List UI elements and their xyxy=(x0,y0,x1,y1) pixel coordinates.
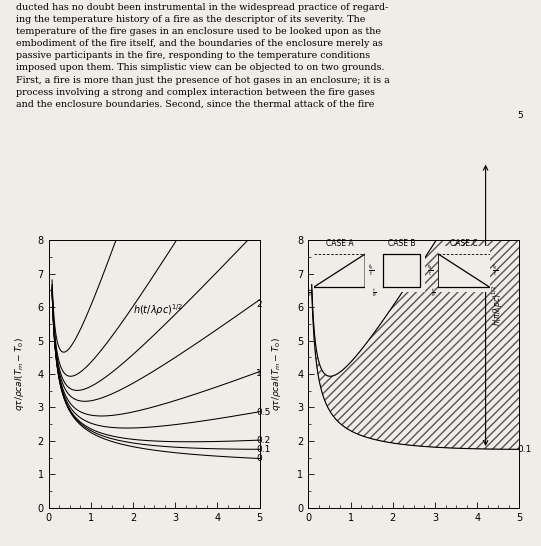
Text: $h(\pi/\lambda pc)^{1/2}$: $h(\pi/\lambda pc)^{1/2}$ xyxy=(491,284,505,326)
Text: 0.1: 0.1 xyxy=(256,445,270,454)
Text: $\frac{t}{\theta}$: $\frac{t}{\theta}$ xyxy=(372,287,377,299)
Text: 0: 0 xyxy=(256,454,262,462)
Text: $q\tau/\rho cal(T_m - T_0)$: $q\tau/\rho cal(T_m - T_0)$ xyxy=(270,337,283,411)
Text: CASE A: CASE A xyxy=(326,239,353,248)
Text: CASE C: CASE C xyxy=(450,239,478,248)
Text: 2: 2 xyxy=(256,300,262,308)
Text: $\frac{t_0}{t}$: $\frac{t_0}{t}$ xyxy=(427,263,433,278)
Text: $\frac{t_0}{t}$: $\frac{t_0}{t}$ xyxy=(368,263,374,278)
Text: $\frac{t_0}{t}$: $\frac{t_0}{t}$ xyxy=(492,263,498,278)
Text: CASE B: CASE B xyxy=(388,239,415,248)
Text: 0.1: 0.1 xyxy=(517,445,532,454)
Text: 0.5: 0.5 xyxy=(256,408,270,417)
Text: $\frac{t}{\theta}$: $\frac{t}{\theta}$ xyxy=(431,287,436,299)
Text: 1: 1 xyxy=(256,369,262,378)
Text: 0.2: 0.2 xyxy=(256,436,270,445)
Text: $q\tau/\rho cal(T_m - T_0)$: $q\tau/\rho cal(T_m - T_0)$ xyxy=(12,337,25,411)
Text: 5: 5 xyxy=(517,111,523,120)
Text: $\frac{t}{\theta}$: $\frac{t}{\theta}$ xyxy=(307,287,311,299)
Text: ducted has no doubt been instrumental in the widespread practice of regard-
ing : ducted has no doubt been instrumental in… xyxy=(16,3,390,109)
Text: $h(t/\lambda\rho c)^{1/2}$: $h(t/\lambda\rho c)^{1/2}$ xyxy=(133,302,183,318)
